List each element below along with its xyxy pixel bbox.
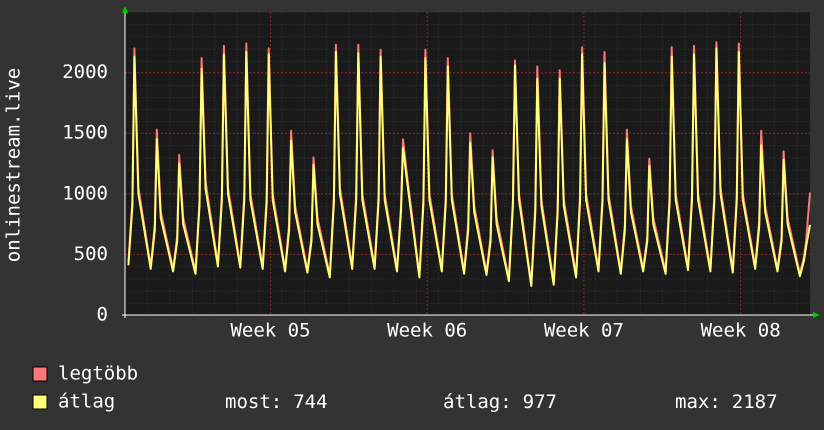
stat-value: 744 [293, 391, 327, 413]
series-line [127, 47, 811, 287]
y-tick-label: 500 [74, 243, 108, 265]
x-tick-label: Week 06 [387, 320, 467, 342]
x-tick-label: Week 05 [230, 320, 310, 342]
stat-label: átlag: [443, 391, 512, 413]
axis-arrow [122, 6, 128, 13]
y-tick-label: 1500 [62, 122, 108, 144]
legend-label: legtöbb [58, 363, 138, 385]
stat: átlag: 977 [443, 391, 557, 413]
y-tick-label: 0 [97, 304, 108, 326]
axis-arrow [813, 312, 820, 318]
stat-value: 2187 [732, 391, 778, 413]
stat-label: max: [675, 391, 721, 413]
stat-label: most: [225, 391, 282, 413]
legend-swatch [32, 394, 48, 410]
x-tick-label: Week 08 [701, 320, 781, 342]
stat: max: 2187 [675, 391, 778, 413]
plot [125, 12, 811, 316]
legend-label: átlag [58, 391, 115, 413]
legend: legtöbb átlag most: 744 átlag: 977 max: 2187 [32, 363, 778, 413]
x-tick-label: Week 07 [544, 320, 624, 342]
legend-swatch [32, 366, 48, 382]
y-tick-label: 1000 [62, 182, 108, 204]
y-tick-label: 2000 [62, 61, 108, 83]
stat-value: 977 [523, 391, 557, 413]
y-axis-label: onlinestream.live [3, 68, 25, 262]
stat: most: 744 [225, 391, 328, 413]
